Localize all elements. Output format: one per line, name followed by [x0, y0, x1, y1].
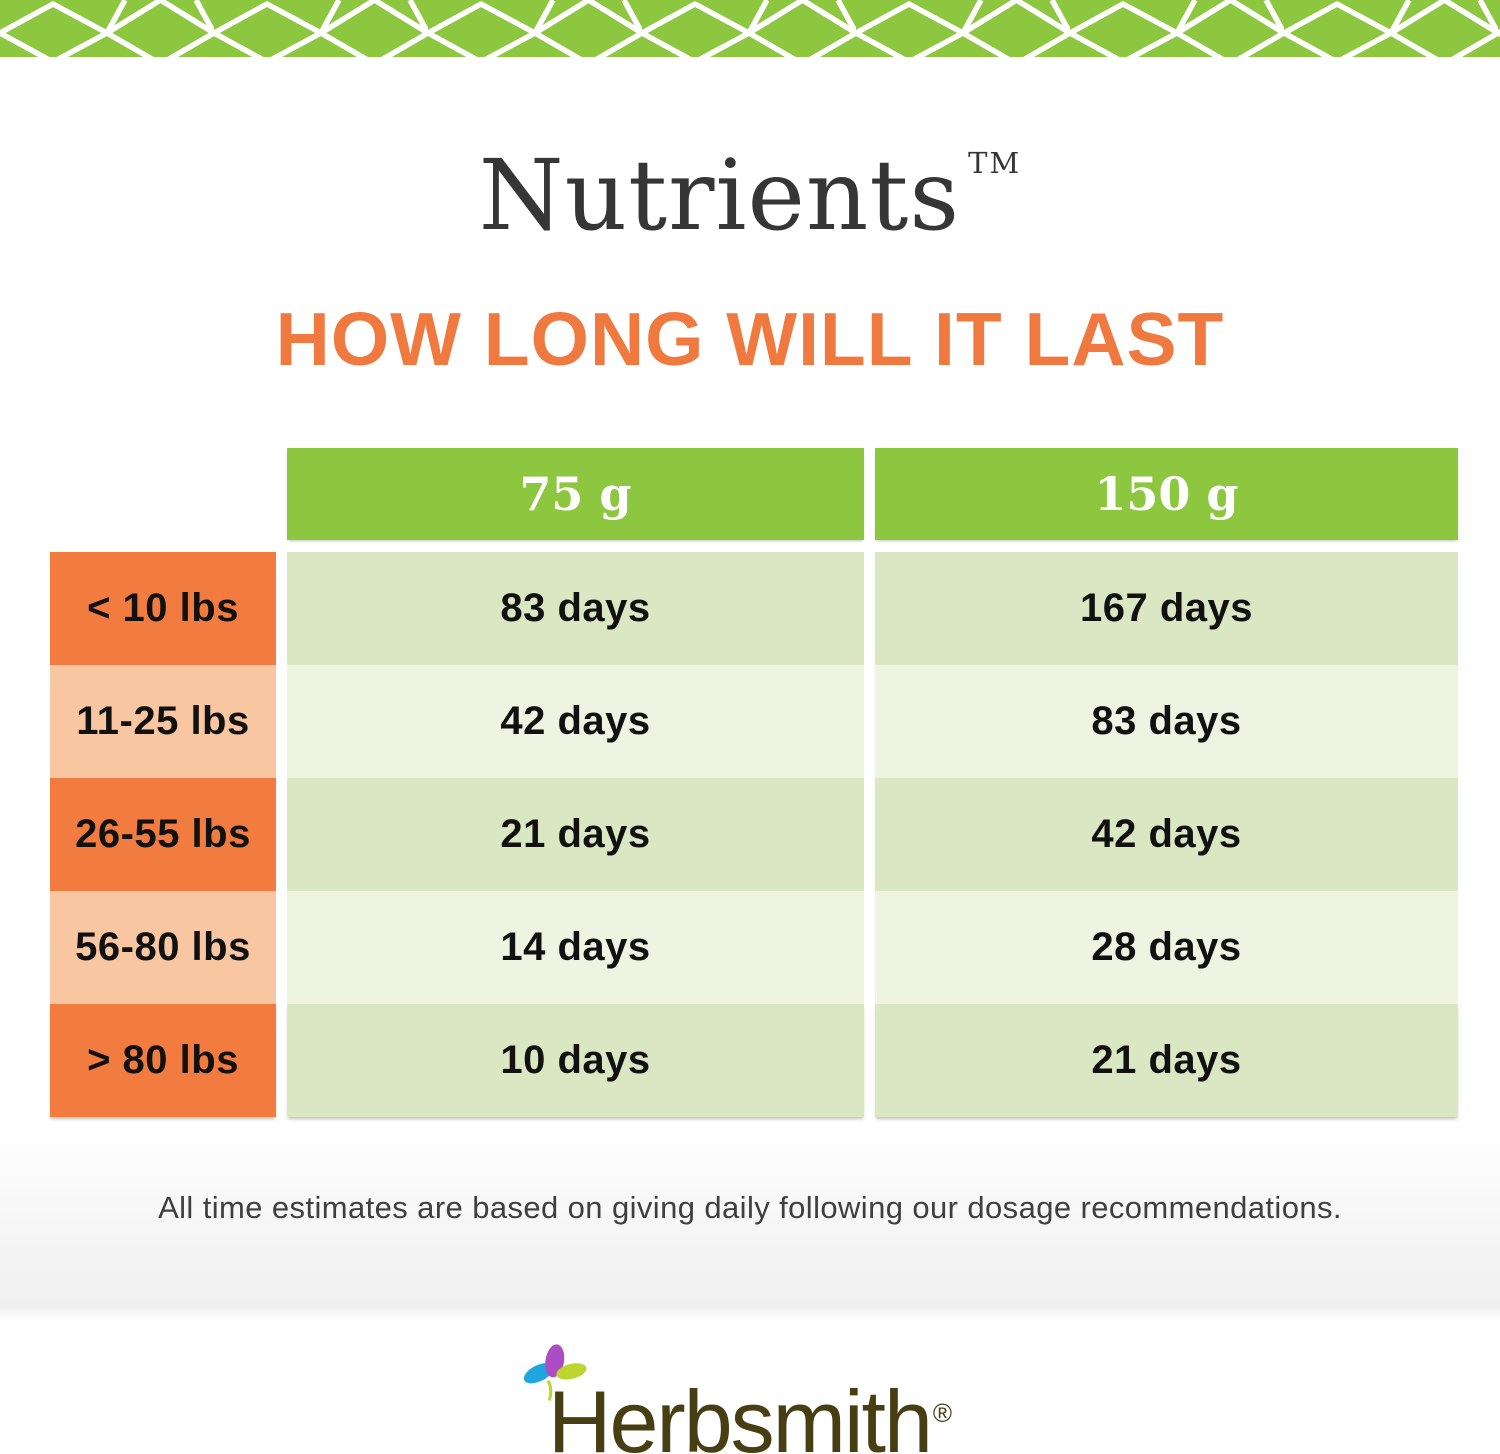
brand-name: Nutrients: [478, 139, 961, 252]
herbsmith-logo: Herbsmith®: [0, 1344, 1500, 1454]
footnote: All time estimates are based on giving d…: [158, 1190, 1342, 1225]
row-label: 26-55 lbs: [50, 778, 276, 891]
row-label: > 80 lbs: [50, 1004, 276, 1117]
value-cell: 42 days: [287, 665, 864, 778]
geometric-pattern-icon: [0, 0, 1500, 57]
brand-title: Nutrients TM: [0, 140, 1500, 252]
banner-pattern: [0, 0, 1500, 57]
value-cell: 167 days: [875, 552, 1458, 665]
row-label: < 10 lbs: [50, 552, 276, 665]
row-label: 11-25 lbs: [50, 665, 276, 778]
value-cell: 83 days: [287, 552, 864, 665]
value-cell: 10 days: [287, 1004, 864, 1117]
logo-name: Herbsmith: [547, 1372, 933, 1454]
value-cell: 83 days: [875, 665, 1458, 778]
row-label: 56-80 lbs: [50, 891, 276, 1004]
dosage-table: 75 g 150 g < 10 lbs 83 days 167 days 11-…: [50, 448, 1458, 1117]
value-cell: 14 days: [287, 891, 864, 1004]
herbsmith-logo-text: Herbsmith®: [523, 1344, 953, 1454]
value-cell: 42 days: [875, 778, 1458, 891]
page-title: HOW LONG WILL IT LAST: [275, 297, 1225, 381]
value-cell: 28 days: [875, 891, 1458, 1004]
value-cell: 21 days: [287, 778, 864, 891]
value-cell: 21 days: [875, 1004, 1458, 1117]
column-header-75g: 75 g: [287, 448, 864, 540]
column-header-150g: 150 g: [875, 448, 1458, 540]
flower-icon: [523, 1344, 587, 1401]
trademark: TM: [968, 146, 1022, 180]
footnote-band: [0, 1128, 1500, 1322]
registered-mark: ®: [932, 1398, 953, 1428]
